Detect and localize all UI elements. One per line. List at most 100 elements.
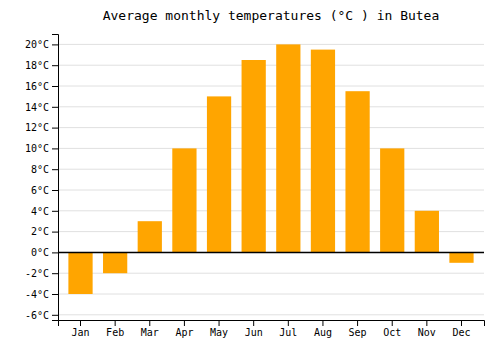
x-tick: Jan (71, 320, 89, 338)
y-tick-label: 8°C (31, 164, 49, 175)
title: Average monthly temperatures (°C ) in Bu… (103, 8, 440, 23)
y-tick-mark (52, 86, 58, 87)
y-tick: -2°C (25, 268, 58, 279)
grid (58, 44, 484, 314)
x-tick-mark (80, 320, 81, 326)
x-tick-label: Nov (418, 327, 436, 338)
grid-line (58, 106, 484, 107)
y-tick: 8°C (31, 164, 58, 175)
y-tick: 18°C (25, 60, 58, 71)
grid-line (58, 190, 484, 191)
y-tick: 10°C (25, 143, 58, 154)
y-tick-mark (52, 107, 58, 108)
x-tick: Dec (452, 320, 470, 338)
x-tick: Jun (245, 320, 263, 338)
x-axis-line (59, 321, 485, 327)
x-tick-mark (253, 320, 254, 326)
grid-line (58, 148, 484, 149)
grid-line (58, 65, 484, 66)
x-tick-mark (426, 320, 427, 326)
x-tick: Mar (141, 320, 159, 338)
y-tick-mark (52, 211, 58, 212)
y-tick-mark (52, 128, 58, 129)
x-tick-label: Dec (452, 327, 470, 338)
bar (311, 50, 335, 253)
x-tick-label: Apr (175, 327, 193, 338)
x-tick-mark (288, 320, 289, 326)
x-tick-label: Oct (383, 327, 401, 338)
y-tick-label: 10°C (25, 143, 49, 154)
x-tick-label: Jul (279, 327, 297, 338)
x-tick: Aug (314, 320, 332, 338)
x-tick-mark (115, 320, 116, 326)
x-tick: Jul (279, 320, 297, 338)
x-axis: JanFebMarAprMayJunJulAugSepOctNovDec (59, 320, 485, 338)
zero-line (58, 252, 484, 254)
plot: -6°C -4°C -2°C 0°C 2°C 4°C 6°C 8°C 10°C 12°C 14°C 1… (25, 35, 485, 339)
x-tick-mark (461, 320, 462, 326)
y-axis: -6°C -4°C -2°C 0°C 2°C 4°C 6°C 8°C 10°C 12°C 14°C 1… (25, 35, 59, 321)
y-tick-mark (52, 148, 58, 149)
y-tick: -6°C (25, 310, 58, 321)
y-tick-label: 18°C (25, 60, 49, 71)
grid-line (58, 169, 484, 170)
x-tick-label: Sep (349, 327, 367, 338)
y-tick-mark (52, 252, 58, 253)
bar (345, 91, 369, 252)
y-tick-label: 0°C (31, 247, 49, 258)
bars (58, 44, 484, 294)
x-tick: Apr (175, 320, 193, 338)
y-tick-mark (52, 169, 58, 170)
x-tick: Nov (418, 320, 436, 338)
y-tick-mark (52, 273, 58, 274)
bar (172, 148, 196, 252)
x-tick-mark (357, 320, 358, 326)
y-tick: 0°C (31, 247, 58, 258)
bar (276, 44, 300, 252)
y-tick-label: 2°C (31, 226, 49, 237)
x-tick-label: May (210, 327, 228, 338)
y-tick-mark (52, 190, 58, 191)
x-tick-label: Jan (71, 327, 89, 338)
y-tick-label: 14°C (25, 102, 49, 113)
x-tick-mark (184, 320, 185, 326)
x-tick-mark (219, 320, 220, 326)
bar (138, 221, 162, 252)
grid-line (58, 86, 484, 87)
y-tick-mark (52, 65, 58, 66)
bar (207, 96, 231, 252)
y-tick: 2°C (31, 226, 58, 237)
y-tick: 20°C (25, 39, 58, 50)
y-tick-mark (52, 294, 58, 295)
y-tick: 6°C (31, 185, 58, 196)
grid-line (58, 314, 484, 315)
grid-line (58, 294, 484, 295)
y-tick: 14°C (25, 102, 58, 113)
bar (242, 60, 266, 252)
y-tick-label: 6°C (31, 185, 49, 196)
y-tick-label: 20°C (25, 39, 49, 50)
y-tick-label: 12°C (25, 122, 49, 133)
x-tick-label: Aug (314, 327, 332, 338)
y-tick-mark (52, 44, 58, 45)
bar (68, 252, 92, 294)
x-tick-mark (149, 320, 150, 326)
y-tick-label: -2°C (25, 268, 49, 279)
y-tick-label: 16°C (25, 81, 49, 92)
x-tick: Oct (383, 320, 401, 338)
y-tick-label: 4°C (31, 206, 49, 217)
y-tick: 12°C (25, 122, 58, 133)
x-tick: May (210, 320, 228, 338)
y-tick: 16°C (25, 81, 58, 92)
grid-line (58, 252, 484, 253)
bar (380, 148, 404, 252)
y-axis-line (52, 35, 59, 321)
x-tick-mark (392, 320, 393, 326)
y-tick: -4°C (25, 289, 58, 300)
bar (415, 211, 439, 253)
bar (103, 252, 127, 273)
grid-line (58, 44, 484, 45)
y-tick-mark (52, 232, 58, 233)
y-tick-label: -6°C (25, 310, 49, 321)
x-tick-mark (322, 320, 323, 326)
